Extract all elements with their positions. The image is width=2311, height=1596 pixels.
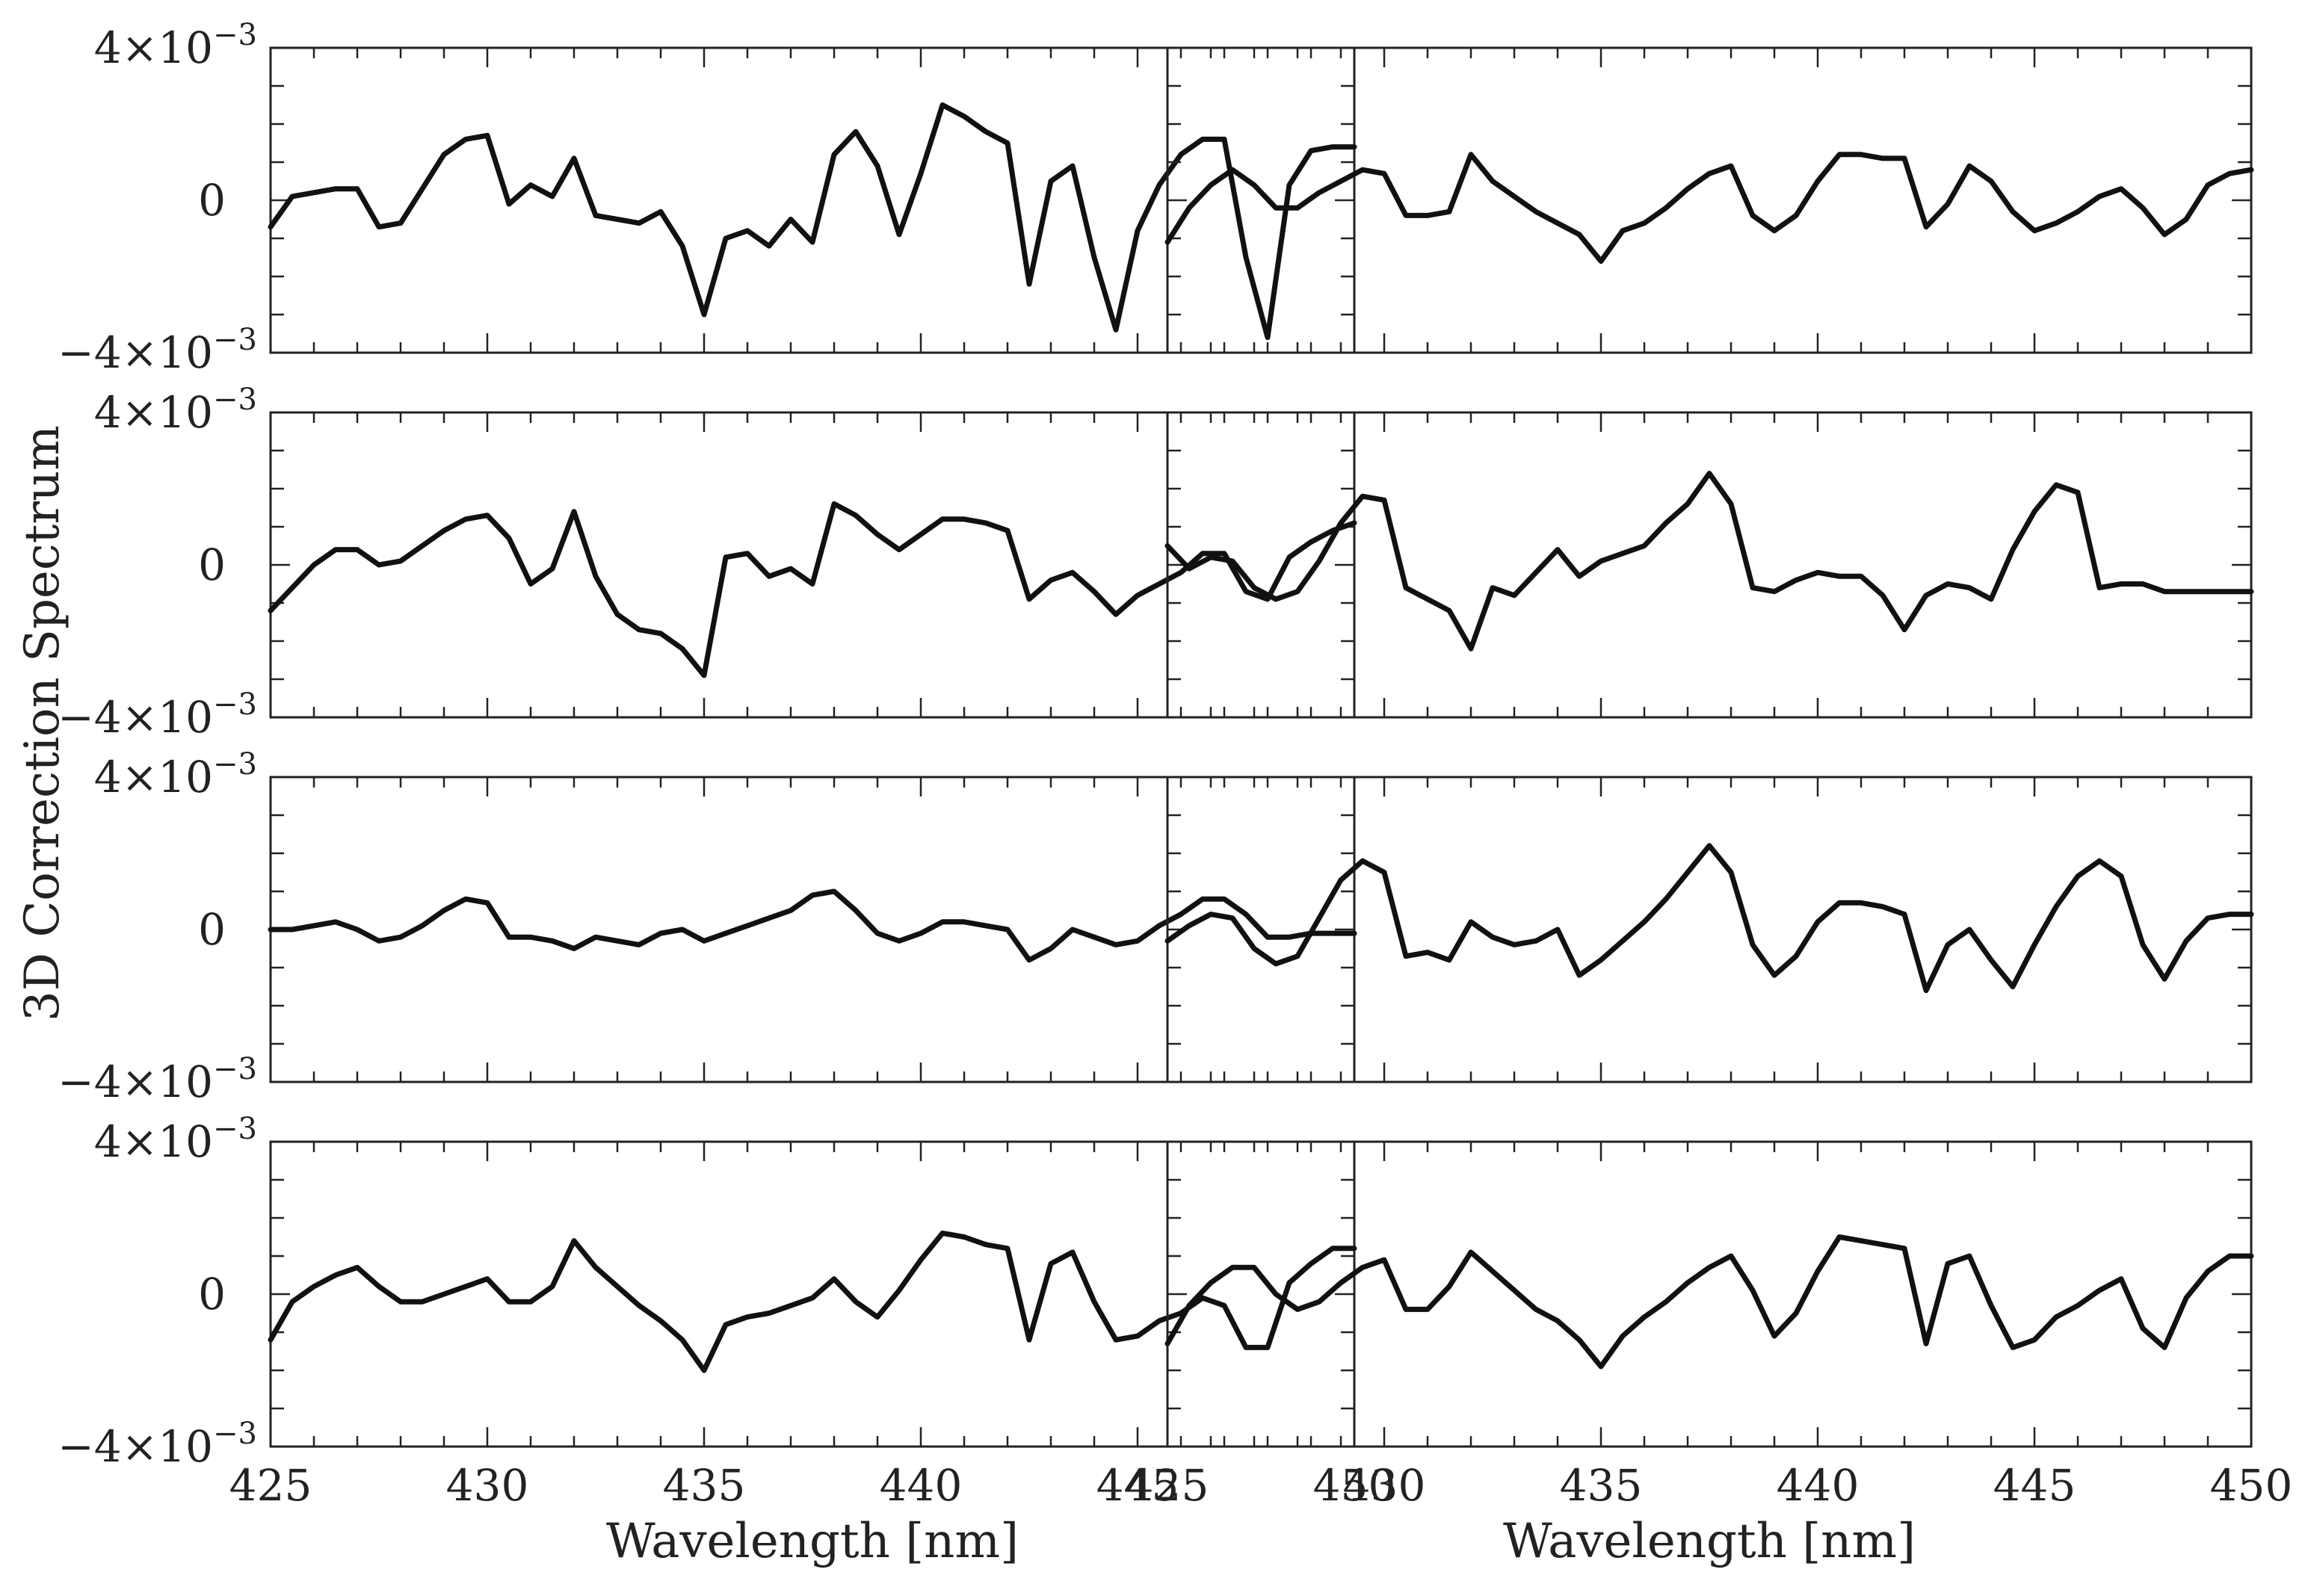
y-tick-label-top: 4×10−3 bbox=[94, 18, 257, 73]
panel-row1-right bbox=[1164, 46, 2254, 354]
x-tick-label: 425 bbox=[229, 1460, 312, 1511]
panel-row1-left: 4×10−3 −4×10−3 0 bbox=[58, 18, 1357, 378]
y-axis-title: 3D Correction Spectrum bbox=[15, 425, 70, 1021]
panel-frame bbox=[269, 46, 1356, 354]
series-line bbox=[268, 888, 1357, 963]
y-tick-label-top: 4×10−3 bbox=[94, 1112, 257, 1167]
series-line bbox=[1164, 843, 2254, 994]
x-axis-title: Wavelength [nm] bbox=[606, 1514, 1019, 1569]
x-tick-label: 445 bbox=[1096, 1460, 1179, 1511]
x-tick-label: 425 bbox=[1126, 1460, 1209, 1511]
y-tick-label-zero: 0 bbox=[198, 539, 226, 590]
x-tick-label: 450 bbox=[2210, 1460, 2293, 1511]
x-tick-label: 440 bbox=[1777, 1460, 1860, 1511]
x-tick-label: 435 bbox=[1560, 1460, 1643, 1511]
x-tick-label: 450 bbox=[1313, 1460, 1396, 1511]
series-line bbox=[1164, 471, 2254, 652]
y-tick-label-zero: 0 bbox=[198, 904, 226, 955]
panel-frame bbox=[1166, 411, 2253, 719]
y-tick-label-zero: 0 bbox=[198, 175, 226, 226]
y-tick-label-zero: 0 bbox=[198, 1269, 226, 1320]
y-tick-label-top: 4×10−3 bbox=[94, 747, 257, 802]
panel-row3-left: 4×10−3 −4×10−3 0 bbox=[58, 747, 1357, 1107]
x-tick-label: 430 bbox=[1343, 1460, 1426, 1511]
panel-row4-right: 425 430 435 440 445 450 Wavelength [nm] bbox=[1126, 1140, 2293, 1569]
x-tick-label: 435 bbox=[663, 1460, 746, 1511]
y-tick-label-top: 4×10−3 bbox=[94, 383, 257, 438]
panel-grid: 4×10−3−4×10−304×10−3−4×10−304×10−3−4×10−… bbox=[58, 18, 2292, 1569]
panel-row3-right bbox=[1164, 776, 2254, 1083]
series-line bbox=[1164, 1234, 2254, 1370]
y-tick-label-bottom: −4×10−3 bbox=[58, 687, 257, 743]
y-tick-label-bottom: −4×10−3 bbox=[58, 1417, 257, 1472]
panel-frame bbox=[1166, 776, 2253, 1083]
x-tick-label: 445 bbox=[1993, 1460, 2076, 1511]
y-tick-label-bottom: −4×10−3 bbox=[58, 1052, 257, 1107]
panel-frame bbox=[1166, 46, 2253, 354]
series-line bbox=[268, 501, 1357, 678]
x-tick-label: 440 bbox=[880, 1460, 963, 1511]
panel-row2-left: 4×10−3 −4×10−3 0 bbox=[58, 383, 1357, 743]
series-line bbox=[268, 1230, 1357, 1373]
panel-frame bbox=[269, 776, 1356, 1083]
series-line bbox=[268, 102, 1357, 341]
panel-frame bbox=[269, 1140, 1356, 1448]
series-line bbox=[1164, 152, 2254, 265]
panel-row2-right bbox=[1164, 411, 2254, 719]
panel-row4-left: 4×10−3 −4×10−3 0 425 430 435 440 445 450 Waveleng… bbox=[58, 1112, 1395, 1569]
x-axis-title: Wavelength [nm] bbox=[1503, 1514, 1916, 1569]
x-tick-label: 430 bbox=[446, 1460, 529, 1511]
y-tick-label-bottom: −4×10−3 bbox=[58, 323, 257, 378]
